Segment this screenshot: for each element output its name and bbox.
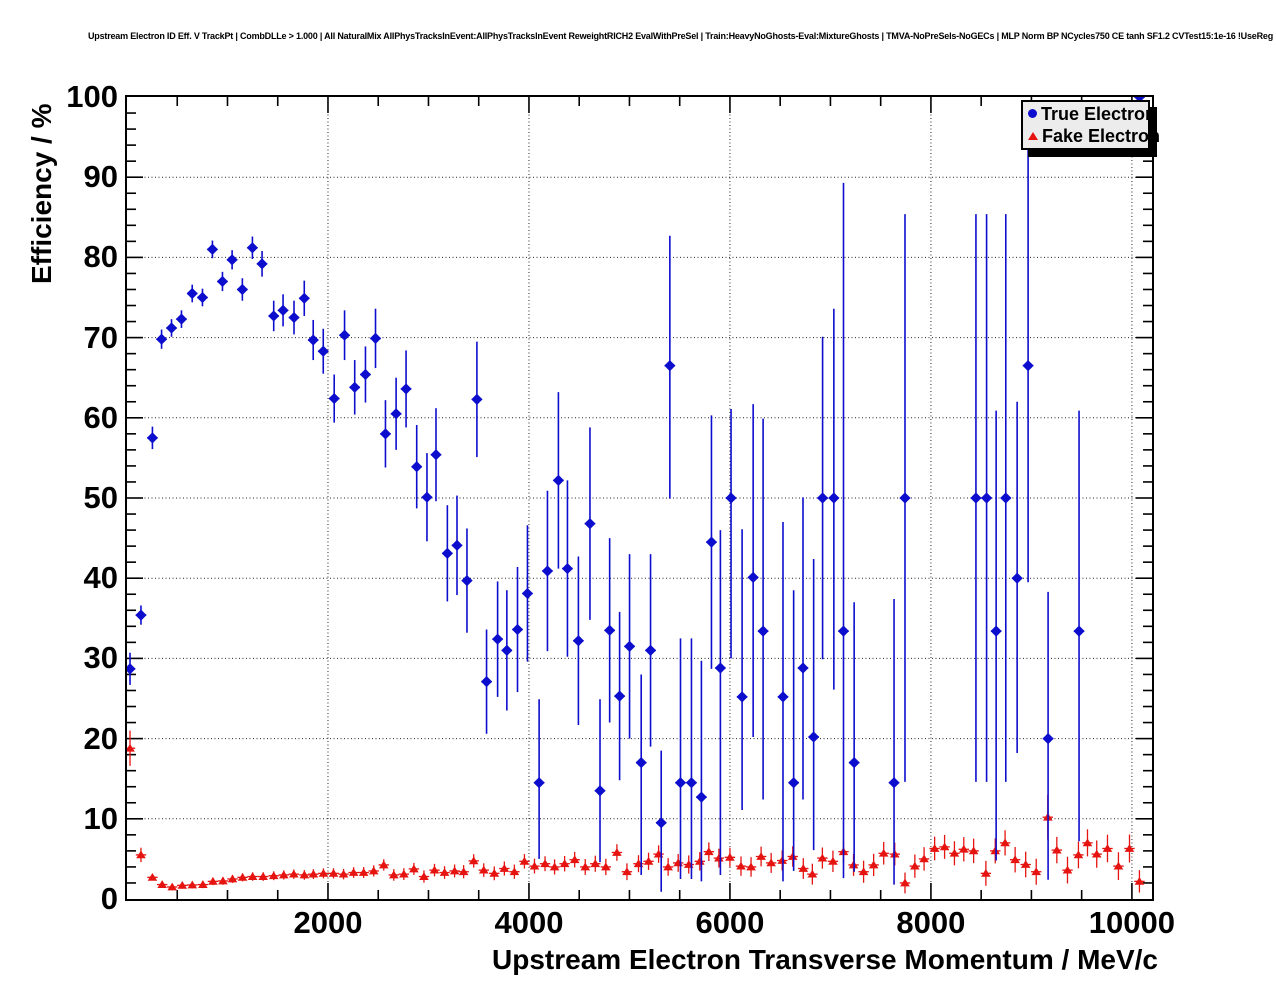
legend-entry-fake-electron: Fake Electron xyxy=(1028,125,1160,147)
x-axis-title: Upstream Electron Transverse Momentum / … xyxy=(492,944,1158,975)
y-tick-label: 20 xyxy=(83,720,118,756)
y-tick-label: 0 xyxy=(100,881,118,916)
x-tick-label: 8000 xyxy=(896,905,966,940)
y-tick-label: 70 xyxy=(83,319,118,355)
y-axis-title: Efficiency / % xyxy=(26,103,57,284)
y-tick-label: 30 xyxy=(83,640,118,676)
x-tick-label: 10000 xyxy=(1088,905,1175,940)
legend-label-fake-electron: Fake Electron xyxy=(1042,126,1161,147)
x-tick-label: 6000 xyxy=(695,905,765,940)
efficiency-chart-svg xyxy=(127,97,1152,899)
y-tick-label: 80 xyxy=(83,239,118,275)
legend-entry-true-electron: True Electron xyxy=(1028,103,1156,125)
y-tick-label: 100 xyxy=(66,79,118,114)
fake-electron-marker-icon xyxy=(1028,132,1038,141)
y-tick-label: 10 xyxy=(83,800,118,836)
plot-area xyxy=(125,95,1154,901)
y-tick-label: 50 xyxy=(83,480,118,515)
x-tick-label: 4000 xyxy=(494,905,564,940)
x-tick-label: 2000 xyxy=(293,905,363,940)
y-tick-label: 60 xyxy=(83,399,118,435)
legend: True Electron Fake Electron xyxy=(1021,100,1160,150)
plot-title: Upstream Electron ID Eff. V TrackPt | Co… xyxy=(88,31,1273,41)
y-tick-label: 40 xyxy=(83,560,118,596)
legend-label-true-electron: True Electron xyxy=(1041,103,1157,124)
y-tick-label: 90 xyxy=(83,159,118,195)
true-electron-marker-icon xyxy=(1028,109,1037,119)
